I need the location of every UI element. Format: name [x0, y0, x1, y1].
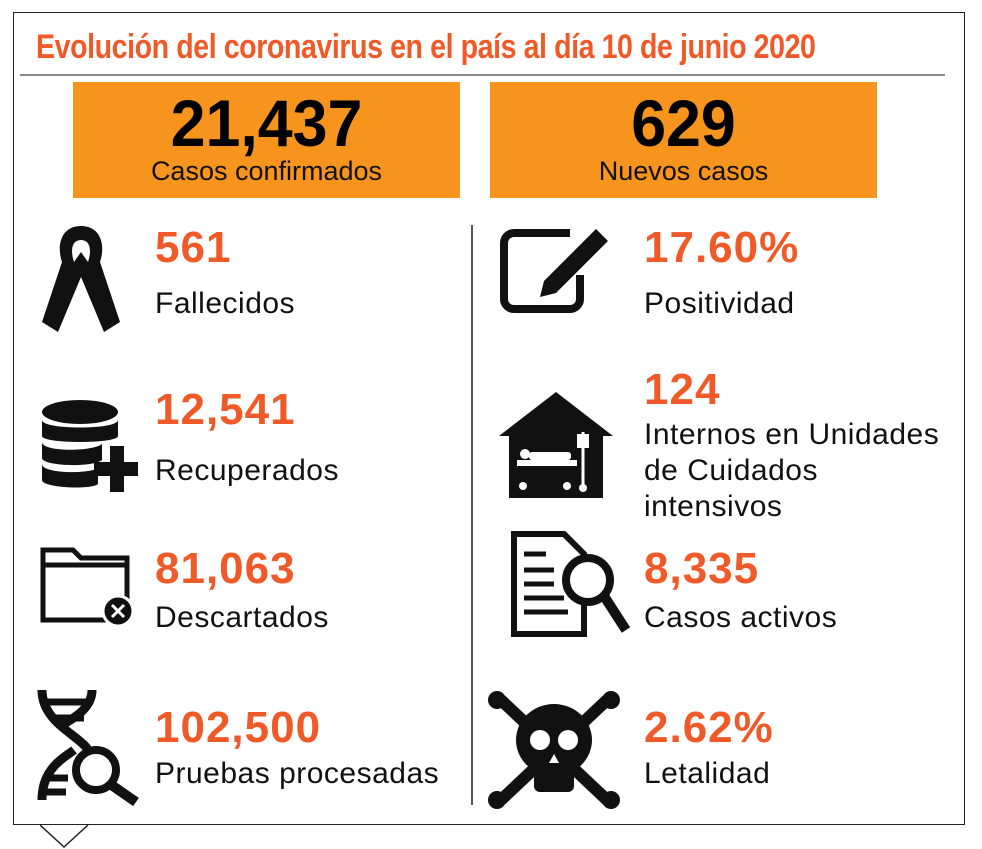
discarded-value: 81,063 [155, 544, 296, 593]
discarded-label: Descartados [155, 601, 329, 634]
column-divider [471, 225, 473, 805]
active-cases-label: Casos activos [644, 601, 838, 634]
folder-remove-icon [40, 547, 135, 627]
deaths-value: 561 [155, 223, 232, 272]
confirmed-cases-label: Casos confirmados [150, 156, 383, 186]
callout-pointer [40, 825, 89, 849]
edit-icon [500, 229, 608, 313]
new-cases-label: Nuevos casos [598, 156, 769, 186]
icu-label: Internos en Unidades de Cuidados intensi… [644, 418, 940, 523]
ribbon-icon [42, 226, 120, 332]
recovered-label: Recuperados [155, 454, 339, 487]
lethality-value: 2.62% [644, 703, 774, 752]
recovered-value: 12,541 [155, 385, 296, 434]
title-divider [20, 74, 945, 76]
tests-label: Pruebas procesadas [155, 757, 440, 790]
database-plus-icon [42, 400, 138, 492]
positivity-value: 17.60% [644, 223, 800, 272]
icu-value: 124 [644, 365, 721, 414]
skull-icon [488, 691, 620, 809]
tests-value: 102,500 [155, 703, 322, 752]
dna-search-icon [37, 689, 139, 806]
deaths-label: Fallecidos [155, 287, 296, 320]
infographic-title: Evolución del coronavirus en el país al … [36, 28, 816, 66]
new-cases-value: 629 [631, 86, 736, 160]
lethality-label: Letalidad [644, 757, 771, 790]
confirmed-cases-value: 21,437 [170, 86, 363, 160]
document-search-icon [511, 531, 630, 637]
positivity-label: Positividad [644, 287, 795, 320]
new-cases-box: 629 Nuevos casos [490, 82, 877, 198]
infographic-frame [13, 12, 965, 825]
active-cases-value: 8,335 [644, 544, 760, 593]
confirmed-cases-box: 21,437 Casos confirmados [73, 82, 460, 198]
hospital-bed-icon [499, 392, 613, 498]
